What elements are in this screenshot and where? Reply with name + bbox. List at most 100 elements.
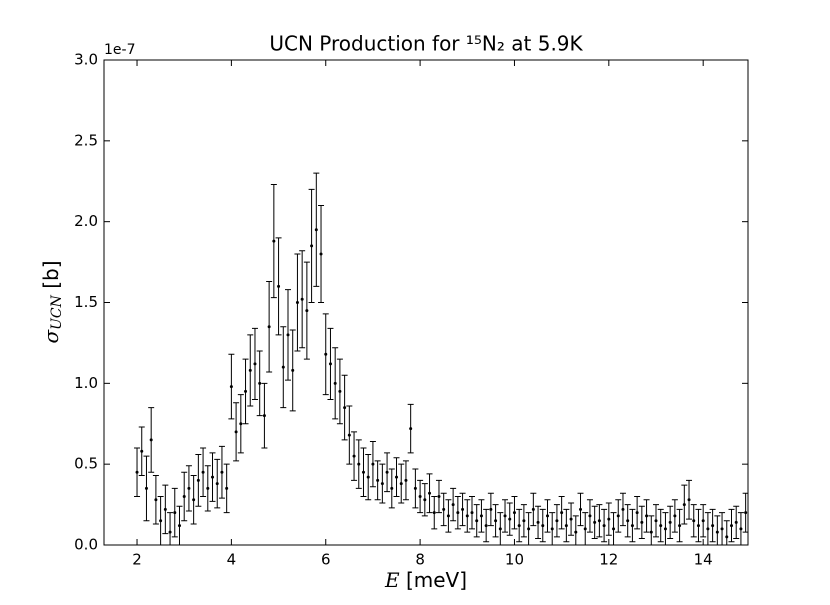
chart-title: UCN Production for ¹⁵N₂ at 5.9K (269, 32, 583, 56)
data-point (154, 498, 158, 502)
data-point (442, 507, 446, 511)
data-point (310, 244, 314, 248)
y-symbol: σ (39, 329, 63, 344)
data-point (635, 511, 639, 515)
x-tick-label: 10 (505, 551, 524, 569)
data-point (489, 507, 493, 511)
data-point (673, 514, 677, 518)
data-point (352, 454, 356, 458)
data-point (654, 519, 658, 523)
data-point (616, 514, 620, 518)
data-point (300, 297, 304, 301)
data-point (607, 517, 611, 521)
data-point (333, 381, 337, 385)
data-point (395, 475, 399, 479)
data-point (291, 368, 295, 372)
data-point (678, 524, 682, 528)
data-point (262, 414, 266, 418)
data-point (456, 511, 460, 515)
data-point (399, 482, 403, 486)
data-point (461, 507, 465, 511)
data-point (404, 478, 408, 482)
data-point (720, 527, 724, 531)
data-point (196, 478, 200, 482)
data-point (626, 519, 630, 523)
data-point (498, 527, 502, 531)
data-point (215, 482, 219, 486)
data-point (220, 470, 224, 474)
data-point (640, 520, 644, 524)
data-point (267, 325, 271, 329)
x-unit: [meV] (406, 568, 467, 592)
data-point (715, 530, 719, 534)
data-point (437, 495, 441, 498)
x-tick-label: 14 (694, 551, 713, 569)
data-point (229, 385, 233, 389)
y-axis-label: σUCN [b] (39, 260, 66, 343)
data-point (494, 519, 498, 523)
data-point (692, 519, 696, 523)
data-point (140, 449, 144, 453)
y-tick-label: 1.0 (74, 374, 98, 392)
x-symbol: E (384, 568, 400, 592)
data-point (663, 527, 667, 531)
data-point (503, 514, 507, 518)
data-point (583, 527, 587, 531)
x-axis-label: E [meV] (384, 568, 467, 592)
data-point (574, 530, 578, 534)
data-point (531, 507, 535, 511)
data-point (277, 284, 281, 288)
data-point (376, 478, 380, 482)
data-point (361, 470, 365, 474)
data-point (211, 475, 215, 479)
data-point (159, 519, 163, 523)
data-point (385, 470, 389, 474)
y-unit: [b] (39, 260, 63, 288)
data-point (470, 511, 474, 515)
data-point (508, 517, 512, 521)
data-point (560, 511, 564, 515)
data-point (527, 527, 531, 531)
data-point (536, 520, 540, 524)
data-point (734, 520, 738, 524)
y-subscript: UCN (49, 294, 65, 330)
data-point (555, 519, 559, 523)
data-point (725, 535, 729, 539)
data-point (446, 514, 450, 518)
data-point (451, 503, 455, 507)
data-point (319, 252, 323, 256)
plot-frame (103, 59, 749, 546)
data-point (682, 503, 686, 507)
data-point (144, 486, 148, 490)
data-point (428, 491, 432, 495)
x-tick-label: 8 (415, 551, 425, 569)
data-point (423, 498, 427, 502)
data-point (645, 514, 649, 518)
data-point (597, 519, 601, 523)
data-point (612, 527, 616, 531)
data-point (432, 511, 436, 515)
data-point (409, 427, 413, 431)
data-point (343, 406, 347, 410)
data-point (328, 362, 332, 366)
data-point (295, 301, 299, 304)
data-point (593, 520, 597, 524)
data-point (390, 486, 394, 490)
data-point (149, 438, 153, 442)
data-point (324, 352, 328, 356)
data-point (517, 524, 521, 528)
data-point (484, 524, 488, 528)
y-tick-label: 2.5 (74, 131, 98, 149)
data-point (206, 486, 210, 490)
data-point (187, 486, 191, 490)
data-point (649, 530, 653, 534)
data-point (168, 530, 172, 534)
data-point (418, 495, 422, 498)
x-tick-label: 4 (227, 551, 237, 569)
data-point (739, 527, 743, 531)
data-point (347, 433, 351, 437)
data-point (248, 368, 252, 372)
data-point (621, 507, 625, 511)
data-point (173, 511, 177, 515)
